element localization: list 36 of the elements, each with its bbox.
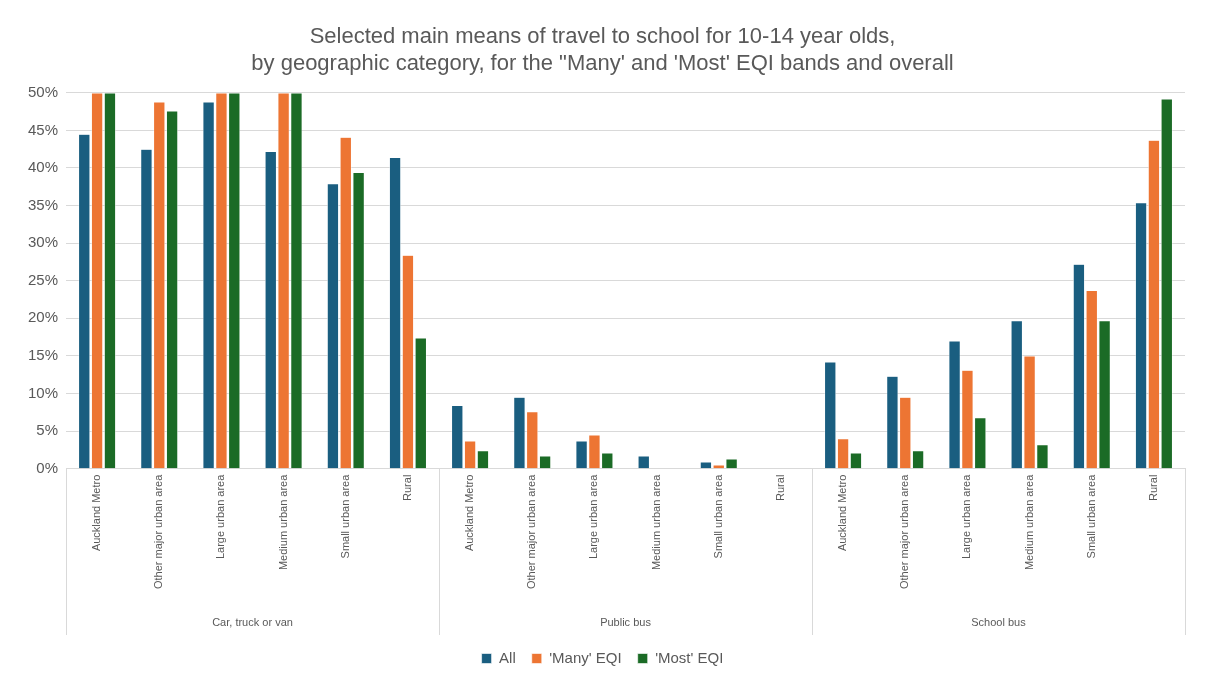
x-tick-label: Auckland Metro <box>463 474 476 552</box>
x-tick-label: Medium urban area <box>649 473 662 571</box>
legend-label: 'Most' EQI <box>655 648 724 666</box>
y-tick-label: 35% <box>27 195 59 213</box>
y-tick-label: 50% <box>27 82 59 100</box>
y-tick-label: 30% <box>27 233 59 251</box>
x-tick-label: Small urban area <box>338 473 351 559</box>
chart-title: Selected main means of travel to school for 10-14 year olds, by geographic category, for the "Many' and 'Most' EQI bands and overall <box>251 23 954 75</box>
legend-label: All <box>499 648 516 666</box>
x-tick-label: Medium urban area <box>1022 473 1035 571</box>
x-tick-label: Other major urban area <box>152 473 165 590</box>
x-tick-label: Small urban area <box>711 473 724 559</box>
y-tick-label: 20% <box>27 308 59 326</box>
y-tick-label: 0% <box>36 458 59 476</box>
y-tick-label: 15% <box>27 346 59 364</box>
y-tick-label: 5% <box>36 421 59 439</box>
x-tick-label: Rural <box>773 474 786 501</box>
y-tick-label: 25% <box>27 270 59 288</box>
text: School bus <box>971 616 1027 629</box>
x-tick-label: Large urban area <box>214 473 227 560</box>
x-tick-label: Rural <box>1146 474 1159 501</box>
x-tick-label: Auckland Metro <box>90 474 103 552</box>
text: Car, truck or van <box>212 616 293 629</box>
legend-label: 'Many' EQI <box>549 648 622 666</box>
x-tick-label: Other major urban area <box>525 473 538 590</box>
x-tick-label: Small urban area <box>1084 473 1097 559</box>
text: Public bus <box>600 616 652 629</box>
x-tick-label: Auckland Metro <box>836 474 849 552</box>
y-tick-label: 45% <box>27 120 59 138</box>
y-tick-label: 10% <box>27 383 59 401</box>
x-tick-label: Large urban area <box>587 473 600 560</box>
x-tick-label: Rural <box>400 474 413 501</box>
x-tick-label: Medium urban area <box>276 473 289 571</box>
x-tick-label: Large urban area <box>960 473 973 560</box>
x-tick-label: Other major urban area <box>898 473 911 590</box>
y-tick-label: 40% <box>27 158 59 176</box>
